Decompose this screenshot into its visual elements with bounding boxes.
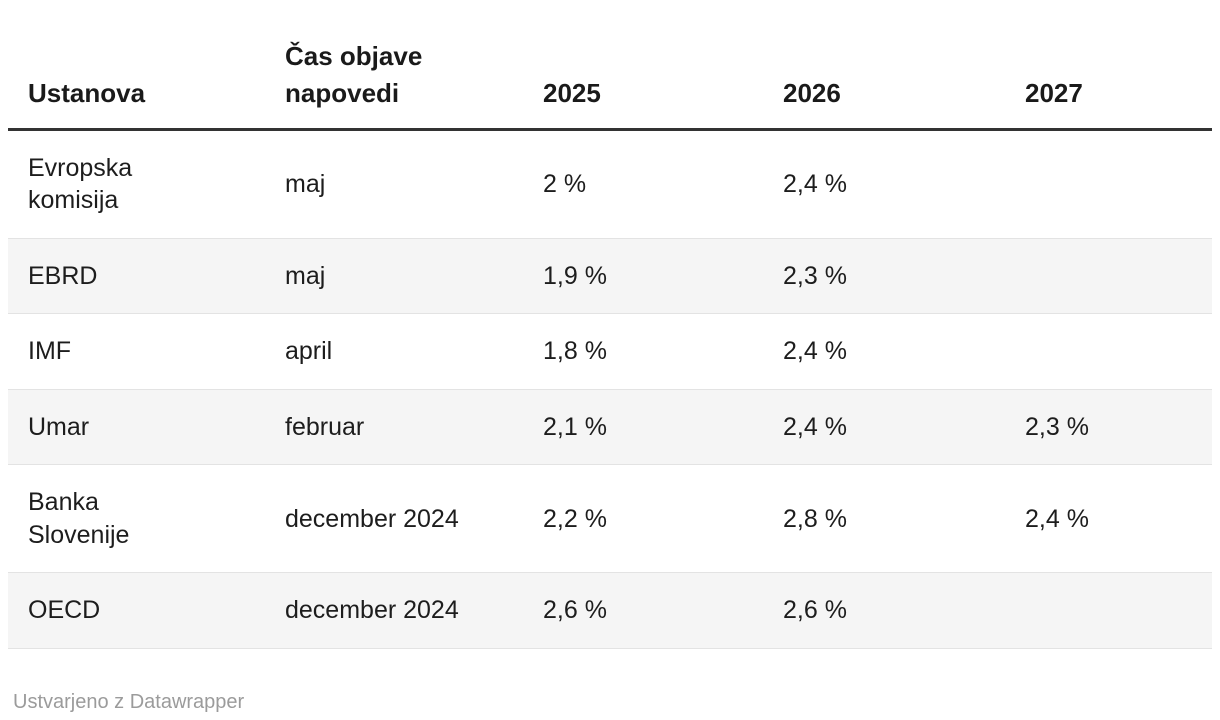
table-row-oecd: OECD december 2024 2,6 % 2,6 % bbox=[8, 572, 1212, 649]
datawrapper-credit-link[interactable]: Ustvarjeno z Datawrapper bbox=[13, 690, 245, 713]
cell-2025: 2,2 % bbox=[543, 464, 783, 574]
cell-2025: 1,9 % bbox=[543, 238, 783, 315]
cell-publish-time: december 2024 bbox=[285, 464, 543, 574]
column-header-2025: 2025 bbox=[543, 38, 783, 131]
table-row-umar: Umar februar 2,1 % 2,4 % 2,3 % bbox=[8, 389, 1212, 466]
cell-institution: Umar bbox=[8, 389, 285, 466]
cell-2025: 2,6 % bbox=[543, 572, 783, 649]
cell-2027 bbox=[1025, 238, 1212, 315]
cell-publish-time: april bbox=[285, 313, 543, 390]
column-header-2027: 2027 bbox=[1025, 38, 1212, 131]
cell-institution: IMF bbox=[8, 313, 285, 390]
cell-2027: 2,4 % bbox=[1025, 464, 1212, 574]
cell-2026: 2,3 % bbox=[783, 238, 1025, 315]
table-row-ebrd: EBRD maj 1,9 % 2,3 % bbox=[8, 238, 1212, 315]
cell-institution: Evropska komisija bbox=[8, 129, 285, 239]
cell-2027 bbox=[1025, 313, 1212, 390]
cell-publish-time: maj bbox=[285, 129, 543, 239]
table-row-imf: IMF april 1,8 % 2,4 % bbox=[8, 313, 1212, 390]
cell-2026: 2,4 % bbox=[783, 389, 1025, 466]
cell-publish-time: februar bbox=[285, 389, 543, 466]
cell-2027 bbox=[1025, 572, 1212, 649]
header-row: Ustanova Čas objave napovedi 2025 2026 2… bbox=[8, 38, 1212, 131]
cell-2026: 2,6 % bbox=[783, 572, 1025, 649]
cell-institution: Banka Slovenije bbox=[8, 464, 285, 574]
cell-institution: EBRD bbox=[8, 238, 285, 315]
cell-2027 bbox=[1025, 129, 1212, 239]
table-body: Evropska komisija maj 2 % 2,4 % EBRD maj… bbox=[8, 129, 1212, 649]
table-row-evropska-komisija: Evropska komisija maj 2 % 2,4 % bbox=[8, 129, 1212, 239]
table-row-banka-slovenije: Banka Slovenije december 2024 2,2 % 2,8 … bbox=[8, 464, 1212, 574]
cell-publish-time: maj bbox=[285, 238, 543, 315]
cell-2025: 2,1 % bbox=[543, 389, 783, 466]
cell-institution: OECD bbox=[8, 572, 285, 649]
column-header-ustanova: Ustanova bbox=[8, 38, 285, 131]
cell-2027: 2,3 % bbox=[1025, 389, 1212, 466]
cell-2025: 1,8 % bbox=[543, 313, 783, 390]
column-header-cas-objave: Čas objave napovedi bbox=[285, 38, 543, 131]
table-header: Ustanova Čas objave napovedi 2025 2026 2… bbox=[8, 38, 1212, 131]
cell-2025: 2 % bbox=[543, 129, 783, 239]
cell-2026: 2,4 % bbox=[783, 313, 1025, 390]
column-header-2026: 2026 bbox=[783, 38, 1025, 131]
cell-publish-time: december 2024 bbox=[285, 572, 543, 649]
forecast-table: Ustanova Čas objave napovedi 2025 2026 2… bbox=[8, 38, 1212, 649]
cell-2026: 2,4 % bbox=[783, 129, 1025, 239]
cell-2026: 2,8 % bbox=[783, 464, 1025, 574]
